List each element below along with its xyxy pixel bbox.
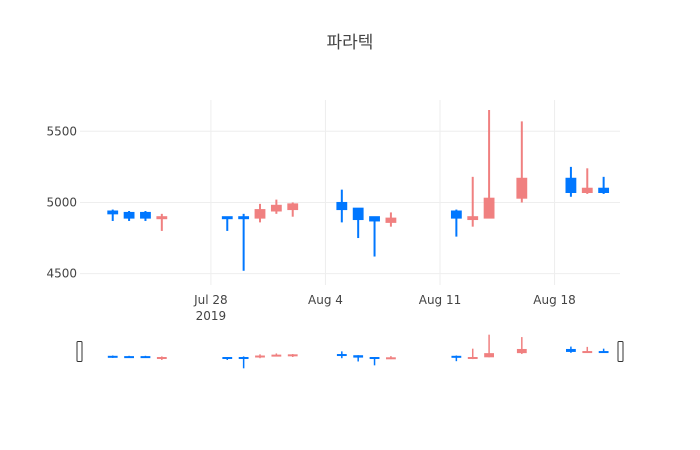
slider-candle-body	[222, 357, 233, 360]
slider-candle	[140, 355, 151, 359]
grid-layer	[80, 100, 620, 285]
candle-body	[156, 216, 168, 220]
candle-body	[385, 217, 397, 223]
candle	[581, 168, 593, 194]
candle	[140, 211, 151, 221]
candle-body	[516, 177, 528, 199]
candle	[287, 202, 299, 217]
range-slider[interactable]	[76, 334, 624, 369]
candle	[565, 166, 577, 197]
candle	[352, 207, 364, 239]
candle-body	[336, 201, 348, 211]
slider-candle	[516, 337, 527, 355]
candle-body	[369, 216, 380, 222]
candle	[107, 209, 119, 221]
candle-body	[352, 207, 364, 221]
x-tick-label: Aug 4	[308, 293, 343, 307]
slider-candle	[467, 348, 478, 360]
candle-body	[581, 187, 593, 194]
slider-candle-body	[124, 356, 134, 359]
x-tick-year-label: 2019	[196, 309, 227, 323]
slider-candle	[287, 354, 298, 358]
slider-candle	[238, 356, 249, 369]
candle	[238, 213, 250, 271]
candle	[385, 212, 397, 227]
x-tick-label: Aug 18	[533, 293, 576, 307]
candle-body	[598, 187, 610, 194]
slider-candle	[582, 346, 593, 354]
y-tick-label: 4500	[46, 267, 77, 281]
x-tick-label: Aug 11	[419, 293, 462, 307]
candle	[123, 211, 135, 221]
slider-candle-body	[255, 355, 265, 358]
candle-body	[467, 216, 479, 221]
candle	[467, 176, 479, 227]
slider-candle-body	[467, 357, 478, 360]
candle-body	[238, 216, 250, 220]
candle-body	[140, 211, 151, 219]
candle-body	[221, 216, 233, 220]
slider-candle-body	[107, 355, 118, 358]
candle-body	[123, 211, 135, 219]
slider-candle-body	[598, 351, 609, 354]
slider-candle	[255, 354, 265, 359]
candle	[516, 121, 528, 203]
slider-candle-body	[140, 356, 151, 359]
candle	[598, 176, 610, 194]
slider-candle-body	[369, 357, 380, 360]
candle	[254, 203, 266, 223]
slider-candle	[353, 355, 364, 362]
y-tick-label: 5000	[46, 195, 77, 209]
candle-layer	[107, 109, 610, 271]
slider-right-handle[interactable]	[617, 341, 624, 362]
slider-candle	[369, 357, 380, 366]
candle	[270, 199, 282, 214]
candle-body	[450, 210, 462, 219]
slider-candle-body	[271, 354, 282, 357]
candle-body	[270, 204, 282, 212]
slider-candle-body	[336, 354, 347, 357]
slider-candle	[598, 348, 609, 354]
axis-layer: 4500 5000 5500 Jul 28 2019 Aug 4 Aug 11 Aug 18	[46, 124, 575, 323]
candle	[221, 216, 233, 231]
slider-candle	[107, 355, 118, 358]
slider-candle-body	[238, 357, 249, 360]
slider-candle	[222, 357, 233, 360]
candle	[450, 209, 462, 237]
slider-candle-body	[582, 351, 593, 354]
slider-candle-body	[386, 357, 396, 360]
candle	[369, 216, 380, 257]
x-tick-label: Jul 28	[193, 293, 228, 307]
slider-candle	[336, 351, 347, 359]
candle-body	[287, 203, 299, 211]
slider-candle	[124, 355, 134, 359]
slider-candle	[451, 355, 462, 362]
slider-candle-body	[484, 353, 494, 358]
candle-body	[565, 177, 577, 193]
candle	[156, 213, 168, 231]
slider-candle-body	[566, 348, 576, 352]
slider-left-handle[interactable]	[76, 341, 83, 362]
slider-candle-body	[451, 355, 462, 358]
candle-body	[483, 197, 495, 219]
chart-title: 파라텍	[327, 33, 374, 53]
slider-candle-body	[156, 357, 167, 360]
candle-body	[107, 210, 119, 215]
slider-candle	[156, 356, 167, 360]
slider-candle-body	[353, 355, 364, 358]
slider-candle-body	[516, 348, 527, 354]
candle	[336, 189, 348, 223]
candle-body	[254, 209, 266, 219]
y-tick-label: 5500	[46, 124, 77, 138]
slider-candle-body	[287, 354, 298, 357]
slider-candle	[566, 346, 576, 353]
slider-candle	[271, 353, 282, 357]
candle	[483, 109, 495, 219]
slider-candle	[386, 356, 396, 360]
slider-candle	[484, 334, 494, 358]
